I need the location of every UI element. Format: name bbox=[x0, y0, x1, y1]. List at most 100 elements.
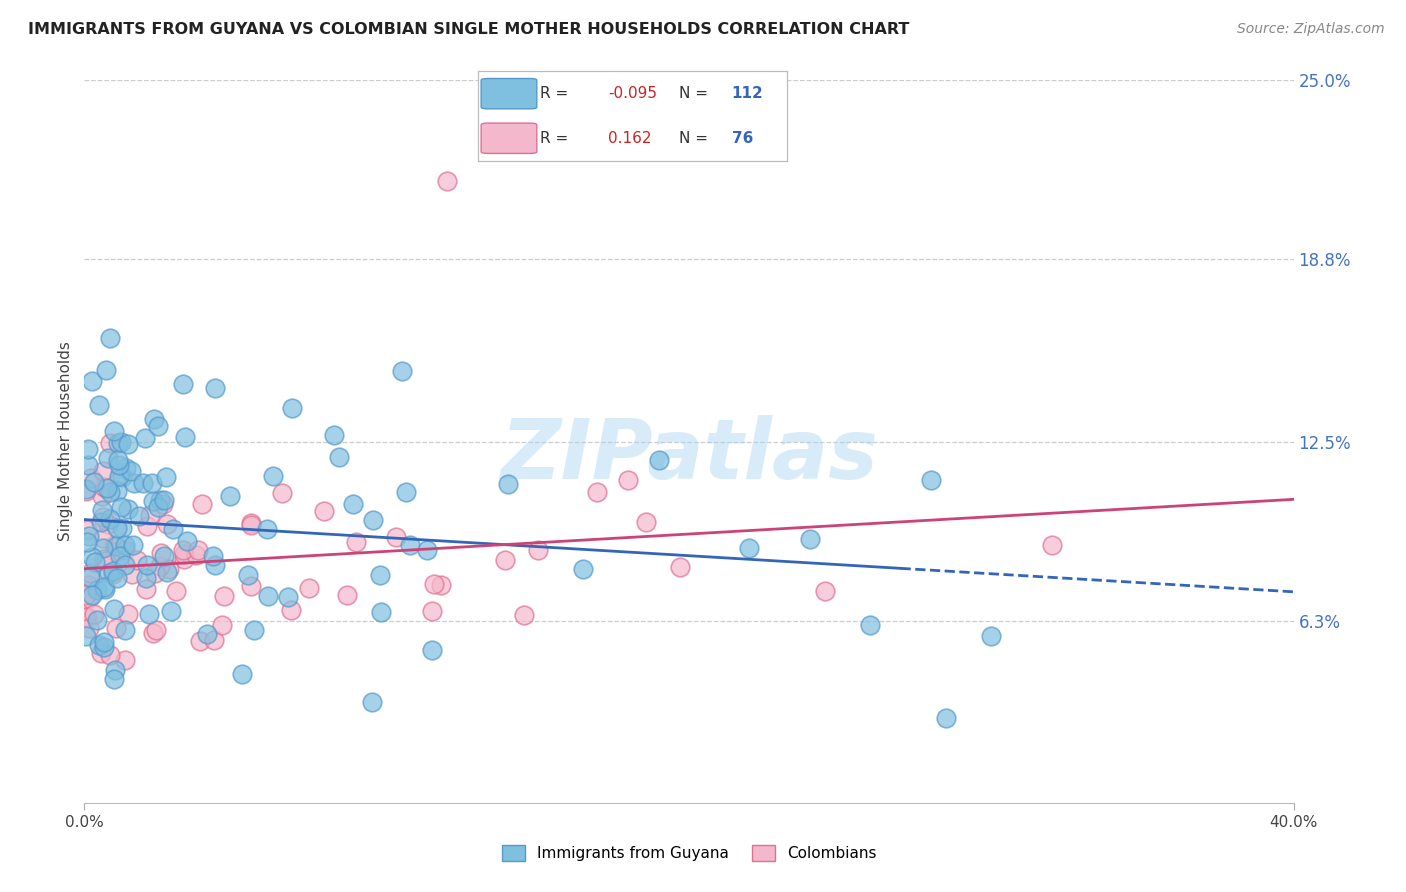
Point bbox=[93, 480, 115, 494]
Point bbox=[173, 430, 195, 444]
Point bbox=[76, 534, 98, 549]
Point bbox=[156, 565, 179, 579]
Point bbox=[103, 672, 125, 686]
Text: 112: 112 bbox=[731, 87, 763, 101]
Point bbox=[420, 643, 443, 657]
Point bbox=[135, 558, 157, 572]
Point bbox=[738, 541, 761, 555]
Point bbox=[101, 567, 124, 582]
Point bbox=[77, 577, 100, 591]
Point bbox=[80, 471, 103, 485]
Point bbox=[494, 553, 516, 567]
Point bbox=[527, 542, 550, 557]
Point bbox=[103, 564, 125, 578]
Point bbox=[97, 517, 120, 532]
Point bbox=[94, 363, 117, 377]
Point bbox=[159, 562, 181, 576]
Point bbox=[93, 640, 115, 654]
Point bbox=[204, 381, 226, 395]
Point bbox=[91, 531, 114, 545]
Point bbox=[240, 517, 263, 532]
Point bbox=[280, 603, 302, 617]
Point bbox=[104, 539, 127, 553]
Point bbox=[115, 460, 138, 475]
Point bbox=[93, 635, 115, 649]
Point bbox=[114, 558, 136, 572]
Point bbox=[172, 543, 194, 558]
Point bbox=[636, 515, 658, 529]
Point bbox=[100, 648, 122, 663]
Point bbox=[312, 504, 335, 518]
Point bbox=[799, 532, 821, 546]
Point bbox=[342, 497, 364, 511]
Point bbox=[395, 485, 418, 500]
Point bbox=[935, 711, 957, 725]
Text: 76: 76 bbox=[731, 131, 754, 145]
Point bbox=[814, 584, 837, 599]
Point bbox=[240, 579, 263, 593]
Point bbox=[920, 473, 942, 487]
Point bbox=[195, 626, 218, 640]
Point bbox=[86, 583, 108, 598]
Point bbox=[617, 474, 640, 488]
FancyBboxPatch shape bbox=[481, 123, 537, 153]
Point bbox=[176, 534, 198, 549]
Point bbox=[75, 484, 97, 499]
Point bbox=[90, 646, 112, 660]
Point bbox=[82, 550, 104, 565]
Point bbox=[75, 588, 97, 602]
Point bbox=[77, 458, 100, 472]
Point bbox=[202, 549, 225, 564]
Point bbox=[142, 493, 165, 508]
Point bbox=[107, 453, 129, 467]
Point bbox=[239, 516, 262, 531]
Point bbox=[980, 629, 1002, 643]
Text: 0.162: 0.162 bbox=[607, 131, 651, 145]
Point bbox=[77, 591, 100, 606]
Point bbox=[165, 583, 187, 598]
Point bbox=[93, 551, 115, 566]
Point bbox=[277, 590, 299, 604]
Point bbox=[138, 607, 160, 621]
Point bbox=[96, 481, 118, 495]
Point bbox=[135, 571, 157, 585]
Point bbox=[104, 544, 127, 558]
Point bbox=[131, 476, 153, 491]
Point bbox=[139, 508, 162, 522]
Point bbox=[160, 604, 183, 618]
Point bbox=[204, 558, 226, 573]
Point bbox=[94, 554, 117, 568]
Point bbox=[391, 363, 413, 377]
Point bbox=[188, 634, 211, 648]
Point bbox=[322, 428, 344, 442]
Point bbox=[91, 489, 114, 503]
Point bbox=[94, 582, 117, 597]
Point bbox=[93, 580, 115, 594]
Point bbox=[111, 521, 134, 535]
Point bbox=[360, 695, 382, 709]
Point bbox=[117, 502, 139, 516]
Point bbox=[84, 555, 107, 569]
Point bbox=[127, 552, 149, 566]
Point bbox=[114, 538, 136, 552]
Point bbox=[141, 476, 163, 491]
Point bbox=[117, 437, 139, 451]
Point bbox=[120, 464, 142, 478]
Text: N =: N = bbox=[679, 131, 709, 145]
Point bbox=[212, 589, 235, 603]
Point bbox=[271, 486, 294, 500]
Text: N =: N = bbox=[679, 87, 709, 101]
Point bbox=[114, 653, 136, 667]
Point bbox=[150, 545, 173, 559]
Point bbox=[98, 484, 121, 499]
Point bbox=[236, 568, 259, 582]
Point bbox=[91, 503, 114, 517]
Text: Source: ZipAtlas.com: Source: ZipAtlas.com bbox=[1237, 22, 1385, 37]
Text: R =: R = bbox=[540, 131, 568, 145]
Text: -0.095: -0.095 bbox=[607, 87, 657, 101]
Point bbox=[76, 609, 98, 624]
Point bbox=[336, 588, 359, 602]
Point bbox=[156, 517, 179, 532]
Point bbox=[346, 534, 368, 549]
Point bbox=[87, 398, 110, 412]
